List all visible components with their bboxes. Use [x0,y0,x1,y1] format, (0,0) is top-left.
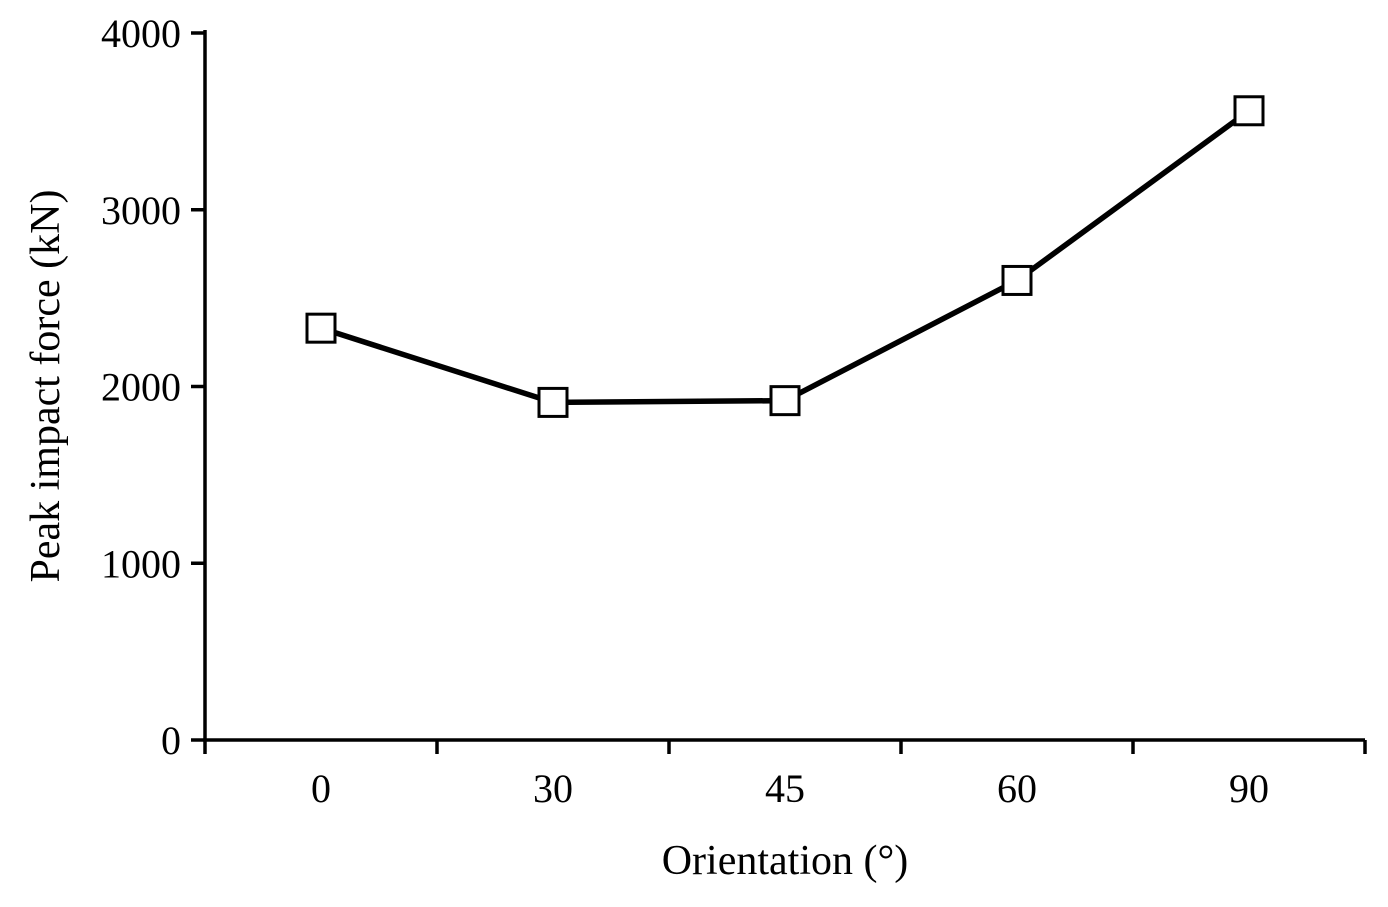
data-point-marker [769,385,801,417]
data-point-marker [305,312,337,344]
y-tick-label: 0 [161,718,181,763]
x-axis-title: Orientation (°) [661,838,909,884]
x-tick-label: 30 [533,766,573,811]
x-tick-label: 0 [311,766,331,811]
x-tick-label: 45 [765,766,805,811]
x-tick-label: 90 [1229,766,1269,811]
y-axis-title: Peak impact force (kN) [23,189,69,583]
data-point-marker [1001,264,1033,296]
y-tick-label: 3000 [101,188,181,233]
y-tick-label: 4000 [101,11,181,56]
y-tick-label: 1000 [101,541,181,586]
x-tick-label: 60 [997,766,1037,811]
data-point-marker [537,386,569,418]
y-tick-label: 2000 [101,365,181,410]
data-line [320,108,1251,406]
data-point-marker [1233,95,1265,127]
